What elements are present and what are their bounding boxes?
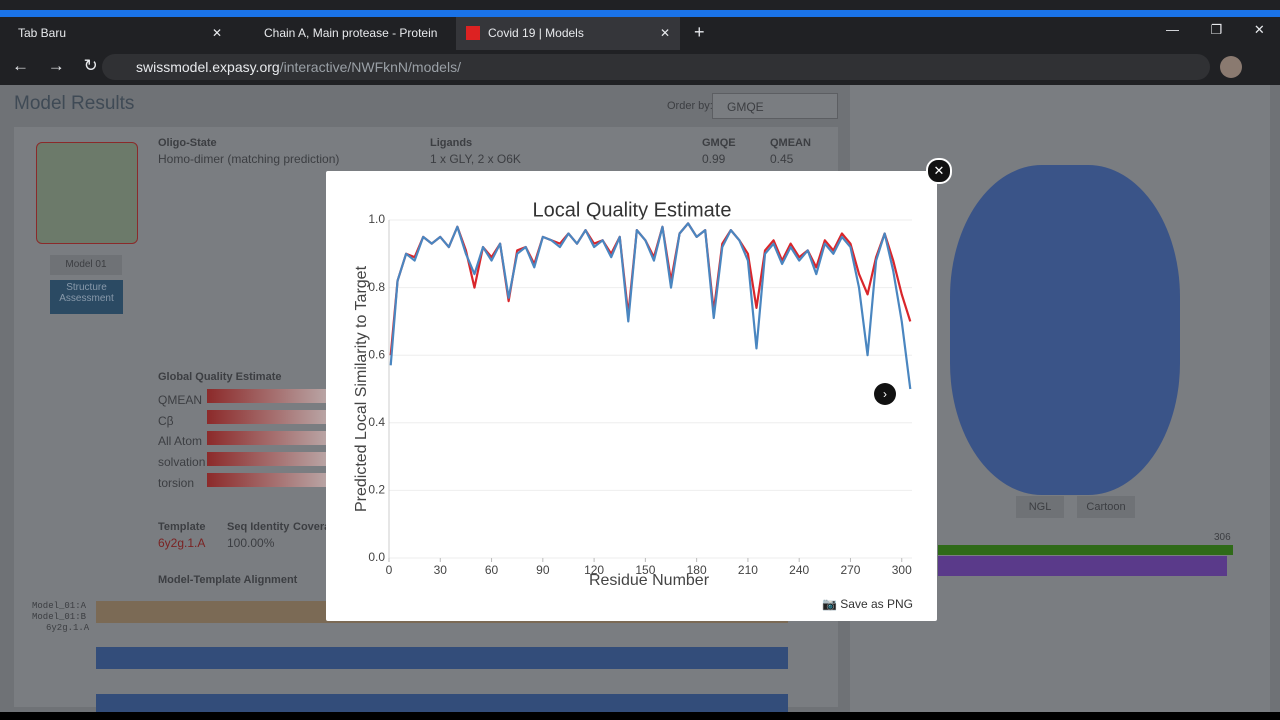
quality-bar — [207, 410, 327, 424]
template-link[interactable]: 6y2g.1.A — [158, 536, 206, 550]
label: QMEAN — [770, 137, 811, 149]
value: 1 x GLY, 2 x O6K — [430, 152, 521, 166]
save-button[interactable]: 📷 Save as PNG — [822, 597, 913, 611]
modal: Local Quality Estimate Residue Number Pr… — [326, 171, 937, 621]
label: Seq Identity — [227, 521, 290, 533]
chart-background — [350, 195, 912, 592]
accent-stripe — [0, 10, 1280, 17]
x-tick-label: 120 — [584, 563, 604, 577]
alignment-row: 6y2g.1.A — [46, 623, 90, 633]
quality-bar — [207, 452, 327, 466]
y-tick-label: 0.8 — [368, 280, 385, 294]
favicon — [466, 26, 480, 40]
tab-active[interactable]: Covid 19 | Models ✕ — [456, 17, 680, 50]
quality-row: torsion — [158, 475, 195, 490]
tab-title: Covid 19 | Models — [488, 26, 584, 40]
label: Ligands — [430, 137, 473, 149]
url-host: swissmodel.expasy.org — [136, 59, 280, 75]
alignment-block — [96, 647, 788, 669]
quality-bar — [207, 389, 327, 403]
x-tick-label: 300 — [892, 563, 912, 577]
protein-structure — [950, 165, 1180, 495]
x-axis-label: Residue Number — [589, 572, 710, 589]
quality-list: QMEAN Cβ All Atom solvation torsion — [158, 390, 205, 494]
x-tick-label: 150 — [635, 563, 655, 577]
x-tick-label: 180 — [687, 563, 707, 577]
thumbnail[interactable] — [36, 142, 138, 244]
quality-row: Cβ — [158, 413, 174, 428]
next-button[interactable]: › — [874, 383, 896, 405]
browser-chrome: Tab Baru ✕ Chain A, Main protease - Prote… — [0, 0, 1280, 85]
y-tick-label: 0.6 — [368, 347, 385, 361]
quality-row: QMEAN — [158, 393, 203, 407]
y-axis-label: Predicted Local Similarity to Target — [353, 265, 370, 512]
quality-row: All Atom — [158, 434, 203, 449]
label: Global Quality Estimate — [158, 371, 282, 383]
order-select[interactable]: GMQE — [712, 93, 838, 119]
x-tick-label: 210 — [738, 563, 758, 577]
value: Homo-dimer (matching prediction) — [158, 152, 340, 166]
x-tick-label: 240 — [789, 563, 809, 577]
address-bar[interactable]: swissmodel.expasy.org/interactive/NWFknN… — [102, 54, 1210, 80]
x-tick-label: 30 — [434, 563, 448, 577]
residue-count: 306 — [1214, 532, 1231, 543]
order-label: Order by: — [667, 100, 713, 112]
alignment-row: Model_01:A — [32, 601, 87, 611]
label: Template — [158, 521, 206, 533]
tab[interactable]: Chain A, Main protease - Protein — [234, 17, 454, 50]
label: GMQE — [702, 137, 736, 149]
chain-bar — [938, 545, 1233, 555]
label: Oligo-State — [158, 137, 217, 149]
value: 100.00% — [227, 536, 275, 550]
quality-bar — [207, 431, 327, 445]
tab[interactable]: Tab Baru ✕ — [0, 17, 230, 50]
nav-buttons[interactable]: ← → ↻ — [12, 56, 98, 75]
quality-bar — [207, 473, 327, 487]
window-controls[interactable]: — ❐ ✕ — [1166, 22, 1265, 37]
quality-row: solvation — [158, 455, 206, 470]
alignment-row: Model_01:B — [32, 612, 87, 622]
avatar[interactable] — [1220, 56, 1242, 78]
structure-button[interactable]: Structure Assessment — [50, 280, 123, 314]
save-label: Save as PNG — [840, 597, 913, 611]
close-button[interactable]: ✕ — [926, 158, 952, 184]
label: Model-Template Alignment — [158, 574, 298, 586]
alignment-names: Model_01:A Model_01:B 6y2g.1.A — [32, 601, 89, 634]
viewer-button[interactable]: NGL — [1016, 496, 1064, 518]
x-tick-label: 270 — [840, 563, 860, 577]
url-path: /interactive/NWFknN/models/ — [279, 59, 461, 75]
value: 0.99 — [702, 152, 726, 166]
heading: Model Results — [14, 93, 135, 114]
chart-title: Local Quality Estimate — [533, 199, 732, 221]
model-dropdown[interactable]: Model 01 — [50, 255, 122, 275]
value: 0.45 — [770, 152, 794, 166]
new-tab[interactable]: + — [694, 22, 705, 42]
y-tick-label: 1.0 — [368, 212, 385, 226]
viewer-button[interactable]: Cartoon — [1077, 496, 1135, 518]
tab-title: Tab Baru — [18, 26, 67, 40]
x-tick-label: 60 — [485, 563, 499, 577]
y-tick-label: 0.4 — [368, 415, 385, 429]
x-tick-label: 0 — [386, 563, 393, 577]
y-tick-label: 0.0 — [368, 550, 385, 564]
x-tick-label: 90 — [536, 563, 550, 577]
tab-title: Chain A, Main protease - Protein — [264, 26, 438, 40]
y-tick-label: 0.2 — [368, 483, 385, 497]
chain-bar — [938, 556, 1227, 576]
tab-close[interactable]: ✕ — [659, 26, 670, 40]
chart: Local Quality Estimate Residue Number Pr… — [350, 195, 912, 592]
line-series — [389, 222, 912, 390]
tab-close[interactable]: ✕ — [211, 26, 222, 40]
alignment-block — [96, 694, 788, 712]
